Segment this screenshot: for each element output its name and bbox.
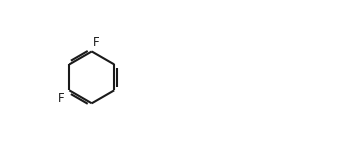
Text: F: F — [93, 36, 99, 49]
Text: F: F — [58, 92, 64, 105]
